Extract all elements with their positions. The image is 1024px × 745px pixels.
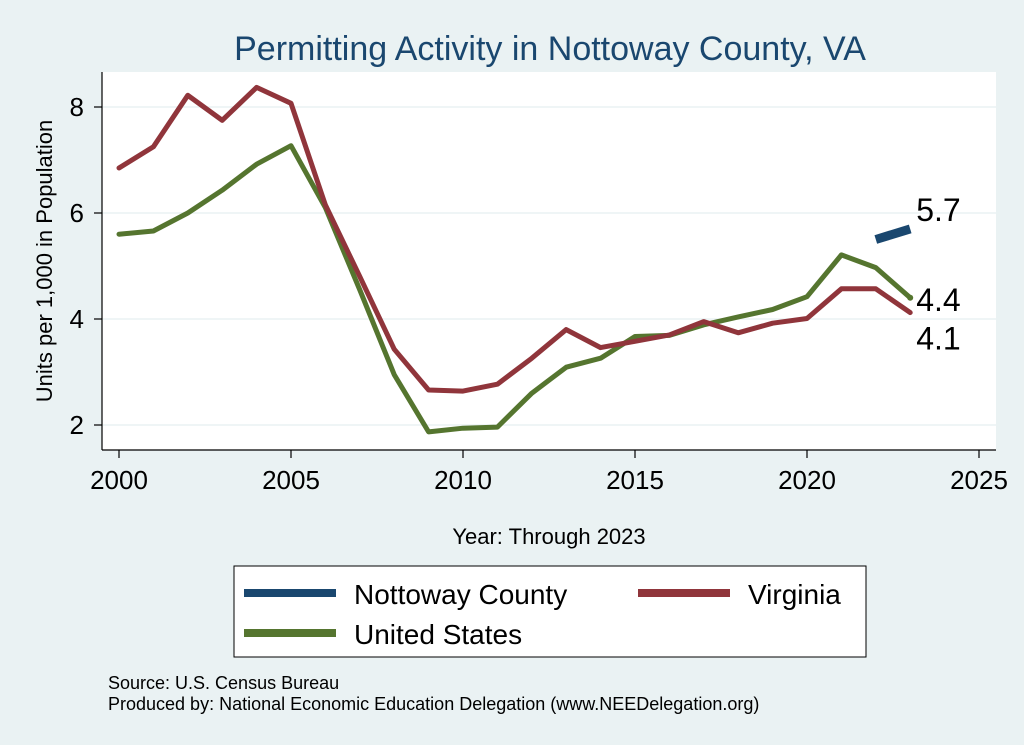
- source-note: Source: U.S. Census Bureau: [108, 673, 339, 693]
- x-tick-label: 2020: [778, 465, 836, 495]
- end-label-united-states: 4.4: [916, 282, 960, 318]
- y-tick-label: 8: [70, 92, 84, 122]
- end-marker-united-states: [907, 294, 914, 301]
- y-tick-label: 2: [70, 410, 84, 440]
- series-line-virginia: [116, 84, 913, 394]
- plot-area: [102, 72, 996, 450]
- x-axis-ticks: 2000 2005 2010 2015 2020 2025: [90, 450, 1008, 495]
- series-layer: [116, 84, 914, 435]
- y-tick-label: 4: [70, 304, 84, 334]
- chart-title: Permitting Activity in Nottoway County, …: [234, 30, 866, 68]
- legend-label-united-states: United States: [354, 619, 522, 650]
- series-line-nottoway-county: [874, 224, 912, 244]
- y-axis-title: Units per 1,000 in Population: [32, 120, 57, 403]
- legend-label-nottoway: Nottoway County: [354, 579, 567, 610]
- legend-box: [233, 565, 867, 658]
- series-line-united-states: [116, 143, 913, 435]
- x-tick-label: 2005: [262, 465, 320, 495]
- x-tick-label: 2025: [950, 465, 1008, 495]
- legend-label-virginia: Virginia: [748, 579, 841, 610]
- end-labels: 5.7 4.14.4: [916, 192, 960, 357]
- produced-by-note: Produced by: National Economic Education…: [108, 694, 759, 714]
- x-tick-label: 2015: [606, 465, 664, 495]
- y-axis-ticks: 2 4 6 8: [70, 92, 102, 440]
- end-label-nottoway-county: 5.7: [916, 192, 960, 228]
- x-tick-label: 2000: [90, 465, 148, 495]
- x-axis-title: Year: Through 2023: [452, 524, 645, 549]
- x-tick-label: 2010: [434, 465, 492, 495]
- gridlines: [102, 106, 996, 426]
- y-tick-label: 6: [70, 198, 84, 228]
- end-label-virginia: 4.1: [916, 321, 960, 357]
- legend: Nottoway County Virginia United States: [233, 565, 867, 658]
